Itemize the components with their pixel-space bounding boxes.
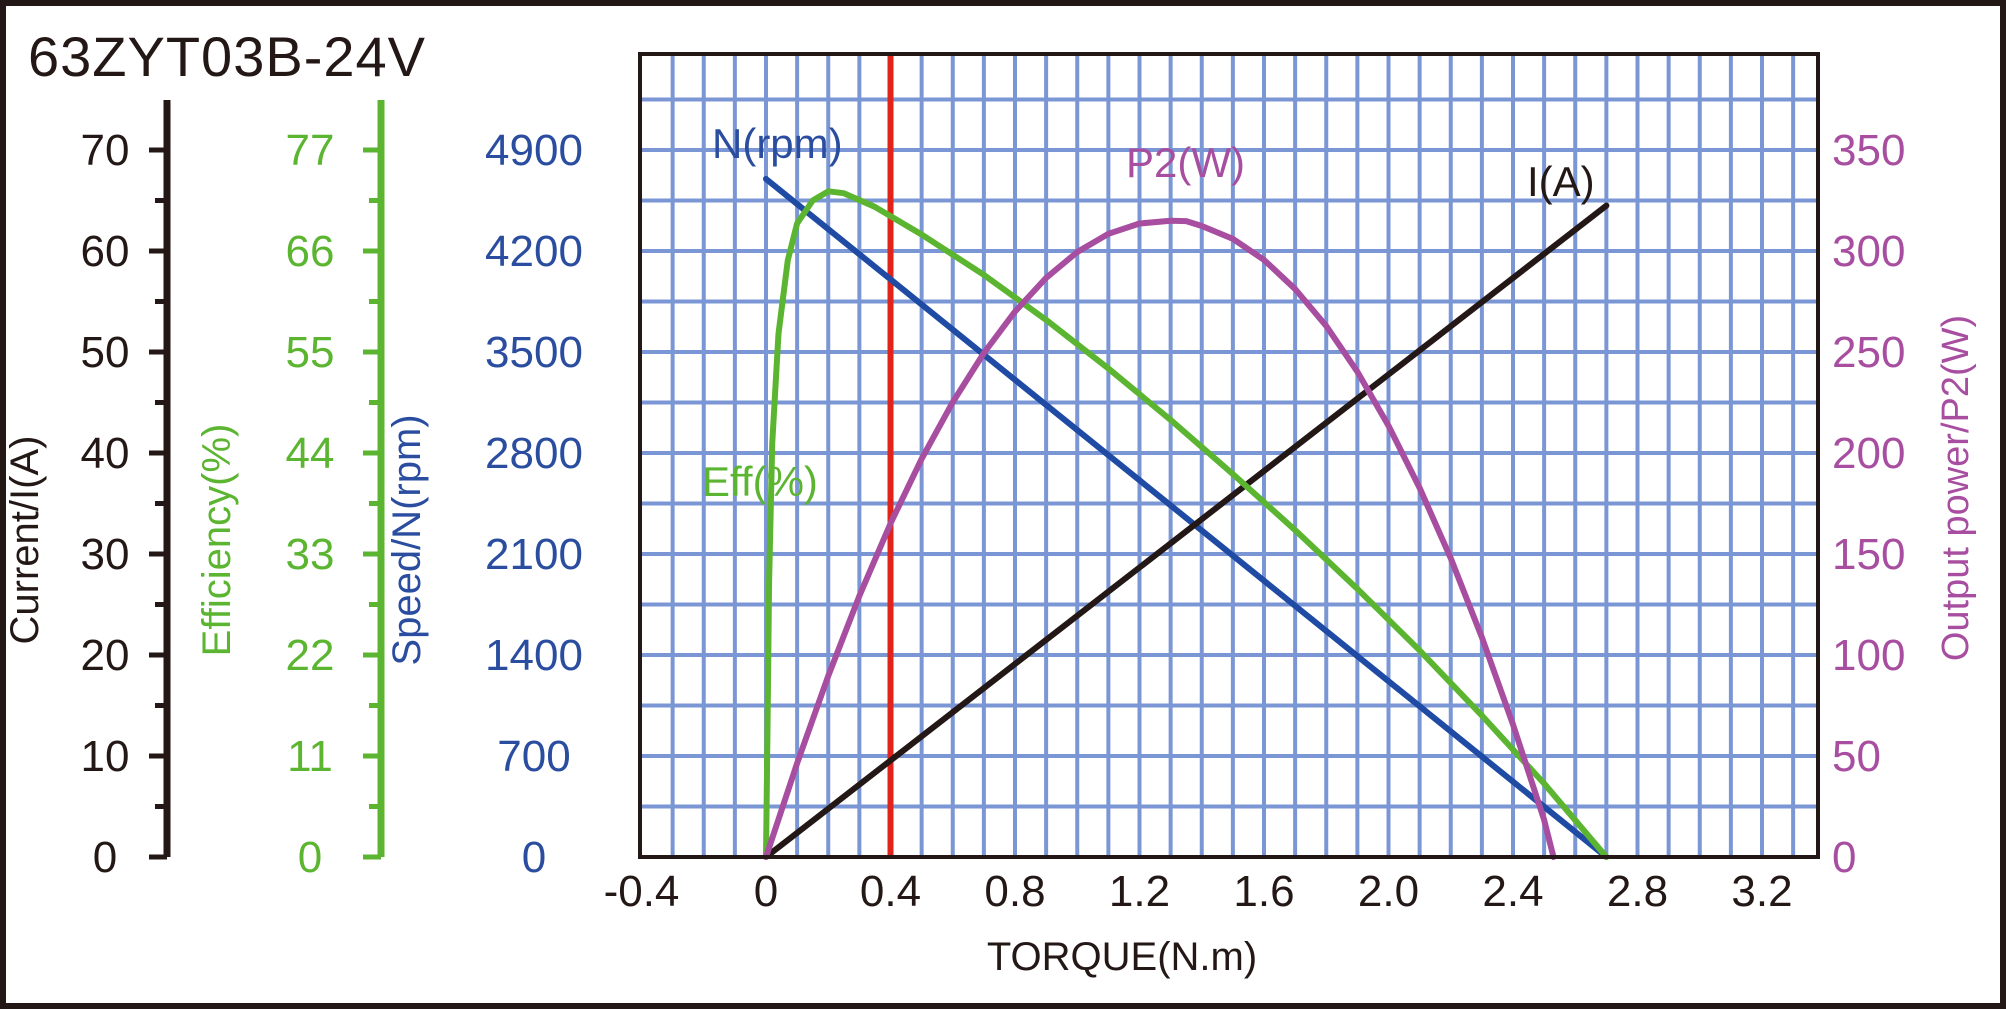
series-label-current: I(A): [1527, 158, 1595, 205]
x-tick-label: 3.2: [1731, 867, 1792, 916]
current-tick-label: 70: [81, 126, 130, 175]
chart-title: 63ZYT03B-24V: [28, 25, 426, 88]
series-power-line: [763, 217, 1557, 860]
series-current-line: [763, 202, 1610, 860]
speed-tick-label: 1400: [485, 631, 583, 680]
power-tick-label: 100: [1832, 631, 1905, 680]
current-tick-label: 20: [81, 631, 130, 680]
series-group: [763, 175, 1610, 860]
speed-tick-label: 4200: [485, 227, 583, 276]
plot-area: [640, 54, 1818, 857]
power-axis-title: Output power/P2(W): [1935, 315, 1977, 661]
current-tick-label: 30: [81, 530, 130, 579]
x-tick-label: 2.4: [1482, 867, 1543, 916]
speed-axis-title: Speed/N(rpm): [385, 414, 429, 665]
x-tick-label: 0: [754, 867, 778, 916]
power-tick-label: 50: [1832, 732, 1881, 781]
current-tick-label: 40: [81, 429, 130, 478]
x-tick-label: 1.2: [1109, 867, 1170, 916]
grid: [640, 54, 1818, 857]
current-tick-label: 10: [81, 732, 130, 781]
x-tick-label: 2.0: [1358, 867, 1419, 916]
speed-tick-label: 2800: [485, 429, 583, 478]
power-tick-label: 200: [1832, 429, 1905, 478]
x-tick-label: 1.6: [1233, 867, 1294, 916]
series-label-speed: N(rpm): [712, 120, 843, 167]
labels-group: N(rpm) Eff(%) P2(W) I(A) -0.4 0 0.4 0.8 1.2 1.6 2.…: [3, 120, 1977, 979]
efficiency-tick-label: 33: [286, 530, 335, 579]
axes-group: [149, 52, 1820, 860]
current-axis-title: Current/I(A): [3, 436, 47, 645]
series-label-power: P2(W): [1126, 139, 1245, 186]
series-efficiency-line: [763, 188, 1610, 860]
x-tick-label: 2.8: [1607, 867, 1668, 916]
current-tick-label: 0: [93, 833, 117, 882]
series-speed-line: [763, 175, 1610, 860]
efficiency-tick-label: 11: [287, 732, 333, 781]
speed-tick-label: 2100: [485, 530, 583, 579]
power-tick-label: 350: [1832, 126, 1905, 175]
speed-tick-label: 0: [522, 833, 546, 882]
efficiency-tick-label: 55: [286, 328, 335, 377]
x-tick-label: -0.4: [604, 867, 680, 916]
efficiency-tick-label: 66: [286, 227, 335, 276]
power-tick-label: 250: [1832, 328, 1905, 377]
efficiency-axis-title: Efficiency(%): [195, 424, 239, 657]
x-tick-label: 0.4: [860, 867, 921, 916]
current-tick-label: 50: [81, 328, 130, 377]
x-tick-label: 0.8: [984, 867, 1045, 916]
x-axis-label: TORQUE(N.m): [987, 935, 1257, 979]
speed-tick-label: 3500: [485, 328, 583, 377]
efficiency-tick-label: 0: [298, 833, 322, 882]
current-tick-label: 60: [81, 227, 130, 276]
series-label-efficiency: Eff(%): [702, 458, 818, 505]
speed-tick-label: 4900: [485, 126, 583, 175]
power-tick-label: 300: [1832, 227, 1905, 276]
efficiency-tick-label: 77: [286, 126, 335, 175]
efficiency-tick-label: 22: [286, 631, 335, 680]
power-tick-label: 0: [1832, 833, 1856, 882]
efficiency-tick-label: 44: [286, 429, 335, 478]
speed-tick-label: 700: [497, 732, 570, 781]
power-tick-label: 150: [1832, 530, 1905, 579]
plot-border: [638, 52, 1820, 859]
